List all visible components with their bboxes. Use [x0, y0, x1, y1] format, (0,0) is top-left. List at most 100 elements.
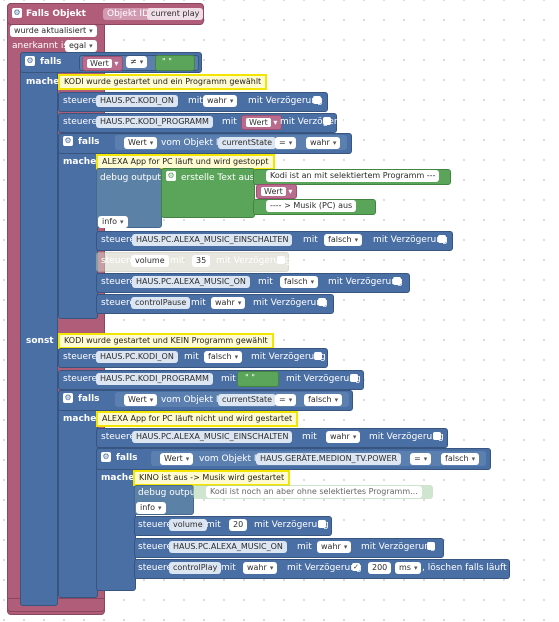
- object-kodi-on[interactable]: HAUS.PC.KODI_ON: [96, 351, 178, 363]
- value-falsch[interactable]: falsch: [280, 276, 319, 288]
- delay-checkbox[interactable]: [393, 277, 401, 285]
- delay-checkbox[interactable]: [438, 235, 446, 243]
- value-35[interactable]: 35: [192, 255, 211, 267]
- delay-checkbox[interactable]: [427, 542, 435, 550]
- object-alexa-on[interactable]: HAUS.PC.ALEXA_MUSIC_ON: [169, 541, 287, 553]
- do-label: mache: [101, 473, 135, 483]
- gear-icon[interactable]: ⚙: [166, 171, 176, 181]
- delay-value-200[interactable]: 200: [368, 562, 392, 574]
- text-literal[interactable]: [155, 55, 195, 71]
- delay-checkbox[interactable]: [350, 374, 358, 382]
- mit-label: mit: [303, 235, 318, 245]
- value-wahr[interactable]: wahr: [243, 562, 278, 574]
- compare-eq-dropdown[interactable]: =: [275, 394, 297, 406]
- text-music-off[interactable]: ---- > Musik (PC) aus: [266, 200, 357, 212]
- text-kodi-with-program[interactable]: Kodi ist an mit selektiertem Programm --…: [266, 170, 440, 182]
- object-kodi-program[interactable]: HAUS.PC.KODI_PROGRAMM: [96, 373, 213, 385]
- object-alexa-ein[interactable]: HAUS.PC.ALEXA_MUSIC_EINSCHALTEN: [132, 234, 293, 246]
- if-label: falls: [78, 137, 100, 147]
- compare-eq-dropdown[interactable]: =: [275, 137, 297, 149]
- gear-icon[interactable]: ⚙: [12, 8, 22, 18]
- comment-alexa-start: ALEXA App for PC läuft nicht und wird ge…: [96, 411, 299, 427]
- value-20[interactable]: 20: [229, 519, 248, 531]
- if-label: falls: [40, 57, 62, 67]
- mit-verzoegerung-label: mit Verzögerung: [254, 520, 329, 530]
- do-label: mache: [63, 414, 97, 424]
- value-falsch[interactable]: falsch: [324, 234, 363, 246]
- value-falsch[interactable]: falsch: [304, 394, 343, 406]
- do-label: mache: [26, 77, 60, 87]
- value-wahr[interactable]: wahr: [326, 431, 361, 443]
- create-text-label: erstelle Text aus: [181, 173, 255, 183]
- object-control-play[interactable]: controlPlay: [169, 562, 222, 574]
- delay-unit-dropdown[interactable]: ms: [395, 562, 422, 574]
- trigger-condition-dropdown[interactable]: wurde aktualisiert: [10, 25, 97, 37]
- delay-checkbox[interactable]: [313, 96, 321, 104]
- object-current-state[interactable]: currentState: [218, 394, 277, 406]
- ack-dropdown[interactable]: egal: [65, 40, 97, 52]
- delay-checkbox[interactable]: [323, 117, 331, 125]
- steuere-label: steuere: [63, 352, 98, 362]
- mit-label: mit: [258, 277, 273, 287]
- mit-label: mit: [297, 542, 312, 552]
- gear-icon[interactable]: ⚙: [101, 452, 111, 462]
- debug-level-dropdown[interactable]: info: [98, 216, 128, 228]
- compare-eq-dropdown[interactable]: =: [410, 453, 432, 465]
- mit-label: mit: [221, 374, 236, 384]
- value-falsch[interactable]: falsch: [204, 351, 243, 363]
- empty-string: " ": [245, 373, 255, 382]
- debug-level-dropdown[interactable]: info: [136, 502, 166, 514]
- mit-label: mit: [184, 352, 199, 362]
- object-id-label: vom Objekt ID: [161, 138, 226, 148]
- delay-checkbox[interactable]: [433, 432, 441, 440]
- gear-icon[interactable]: ⚙: [63, 136, 73, 146]
- value-wahr[interactable]: wahr: [306, 137, 341, 149]
- object-control-pause[interactable]: controlPause: [131, 297, 191, 309]
- value-wahr[interactable]: wahr: [203, 95, 238, 107]
- value-dropdown[interactable]: Wert: [124, 137, 158, 149]
- object-current-state[interactable]: currentState: [218, 137, 277, 149]
- object-kodi-program[interactable]: HAUS.PC.KODI_PROGRAMM: [96, 116, 213, 128]
- object-medion[interactable]: HAUS.GERÄTE.MEDION_TV.POWER: [256, 453, 402, 465]
- object-alexa-on[interactable]: HAUS.PC.ALEXA_MUSIC_ON: [132, 276, 250, 288]
- compare-op-dropdown[interactable]: ≠: [126, 56, 148, 68]
- gear-icon[interactable]: ⚙: [63, 393, 73, 403]
- object-id-value[interactable]: current play: [147, 8, 204, 20]
- text-kodi-no-program[interactable]: Kodi ist noch an aber ohne selektiertes …: [206, 486, 422, 498]
- create-text-block[interactable]: [161, 168, 255, 218]
- delay-checkbox-checked[interactable]: ✓: [352, 563, 360, 571]
- mit-verzoegerung-label: mit Verzögerung: [280, 117, 355, 127]
- if-label: falls: [116, 453, 138, 463]
- value-wahr[interactable]: wahr: [211, 297, 246, 309]
- delay-checkbox[interactable]: [318, 298, 326, 306]
- object-alexa-ein[interactable]: HAUS.PC.ALEXA_MUSIC_EINSCHALTEN: [132, 431, 293, 443]
- if-block-alexa-state[interactable]: [58, 390, 98, 598]
- gear-icon[interactable]: ⚙: [25, 56, 35, 66]
- value-wahr[interactable]: wahr: [317, 541, 352, 553]
- delay-checkbox[interactable]: [277, 256, 285, 264]
- value-dropdown[interactable]: Wert ▾: [256, 184, 298, 199]
- value-dropdown[interactable]: Wert ▾: [241, 115, 283, 130]
- steuere-label: steuere: [138, 520, 173, 530]
- value-falsch[interactable]: falsch: [441, 453, 480, 465]
- steuere-label: steuere: [101, 256, 136, 266]
- if-label: falls: [78, 394, 100, 404]
- delay-checkbox[interactable]: [314, 352, 322, 360]
- mit-verzoegerung-label: mit Verzögerung: [216, 256, 291, 266]
- value-dropdown[interactable]: Wert: [124, 394, 158, 406]
- text-literal[interactable]: [237, 371, 279, 387]
- value-dropdown[interactable]: Wert ▾: [82, 56, 124, 71]
- value-dropdown[interactable]: Wert: [160, 453, 194, 465]
- object-volume[interactable]: volume: [169, 519, 207, 531]
- delay-checkbox[interactable]: [318, 520, 326, 528]
- object-volume[interactable]: volume: [131, 255, 169, 267]
- object-kodi-on[interactable]: HAUS.PC.KODI_ON: [96, 95, 178, 107]
- if-block-kodi[interactable]: [20, 52, 58, 606]
- mit-verzoegerung-label: mit Verzögerung: [251, 352, 326, 362]
- comment-kino-off: KINO ist aus -> Musik wird gestartet: [133, 470, 291, 486]
- ack-label: anerkannt ist: [12, 41, 72, 51]
- do-label: mache: [63, 157, 97, 167]
- steuere-label: steuere: [63, 374, 98, 384]
- mit-label: mit: [191, 298, 206, 308]
- mit-label: mit: [221, 563, 236, 573]
